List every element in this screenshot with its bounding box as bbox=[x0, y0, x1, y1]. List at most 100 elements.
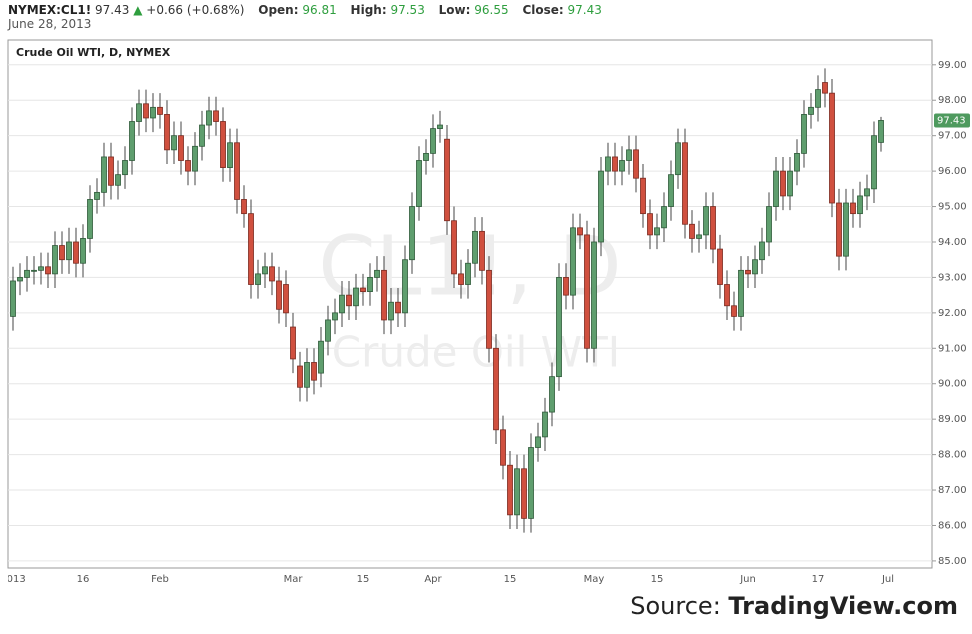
y-tick-label: 87.00 bbox=[938, 485, 967, 496]
candle-down bbox=[710, 206, 716, 250]
candle-up bbox=[318, 340, 324, 374]
candle-up bbox=[465, 262, 471, 285]
candle-up bbox=[857, 195, 863, 215]
candle-up bbox=[150, 106, 156, 119]
candle-up bbox=[374, 269, 380, 278]
candle-up bbox=[675, 142, 681, 176]
candle-down bbox=[45, 266, 51, 275]
candle-up bbox=[787, 170, 793, 197]
y-tick-label: 90.00 bbox=[938, 379, 967, 390]
candle-up bbox=[115, 174, 121, 186]
last-price: 97.43 bbox=[95, 3, 130, 17]
candle-up bbox=[80, 238, 86, 264]
candle-down bbox=[213, 110, 219, 122]
y-tick-label: 89.00 bbox=[938, 414, 967, 425]
low-label: Low: bbox=[438, 3, 471, 17]
watermark-name: Crude Oil WTI bbox=[332, 328, 620, 377]
y-tick-label: 93.00 bbox=[938, 272, 967, 283]
candle-down bbox=[500, 429, 506, 466]
y-tick-label: 94.00 bbox=[938, 237, 967, 248]
candle-down bbox=[360, 287, 366, 292]
candle-up bbox=[878, 120, 884, 143]
candle-down bbox=[346, 294, 352, 307]
candle-up bbox=[605, 156, 611, 172]
candle-up bbox=[87, 199, 93, 239]
candle-up bbox=[10, 280, 16, 317]
candle-up bbox=[227, 142, 233, 168]
x-tick-label: 15 bbox=[651, 574, 664, 585]
up-arrow: ▲ bbox=[133, 3, 143, 17]
high-value: 97.53 bbox=[390, 3, 425, 17]
candle-up bbox=[570, 227, 576, 296]
high-label: High: bbox=[350, 3, 387, 17]
candle-up bbox=[542, 411, 548, 438]
y-tick-label: 96.00 bbox=[938, 166, 967, 177]
candle-down bbox=[297, 365, 303, 388]
candle-down bbox=[822, 82, 828, 94]
candle-down bbox=[241, 199, 247, 215]
candle-down bbox=[451, 220, 457, 275]
candle-up bbox=[598, 170, 604, 243]
candle-up bbox=[31, 269, 37, 272]
y-tick-label: 95.00 bbox=[938, 202, 967, 213]
candle-down bbox=[836, 202, 842, 257]
candle-up bbox=[423, 152, 429, 161]
candle-up bbox=[304, 362, 310, 388]
candle-up bbox=[136, 103, 142, 122]
candle-up bbox=[773, 170, 779, 207]
candle-up bbox=[402, 259, 408, 314]
candle-down bbox=[444, 138, 450, 222]
symbol: NYMEX:CL1! bbox=[8, 3, 92, 17]
candle-up bbox=[871, 135, 877, 190]
candle-down bbox=[108, 156, 114, 186]
candle-down bbox=[185, 160, 191, 172]
source: Source: TradingView.com bbox=[630, 592, 958, 620]
open-value: 96.81 bbox=[302, 3, 337, 17]
date: June 28, 2013 bbox=[8, 17, 92, 31]
candle-up bbox=[192, 145, 198, 172]
candle-up bbox=[703, 206, 709, 236]
x-tick-label: 15 bbox=[357, 574, 370, 585]
candle-up bbox=[556, 277, 562, 378]
candle-down bbox=[829, 92, 835, 204]
candle-up bbox=[94, 191, 100, 200]
candle-up bbox=[367, 277, 373, 292]
candle-down bbox=[563, 277, 569, 296]
y-tick-label: 88.00 bbox=[938, 450, 967, 461]
candle-up bbox=[255, 273, 261, 285]
candle-down bbox=[143, 103, 149, 119]
y-tick-label: 92.00 bbox=[938, 308, 967, 319]
candle-down bbox=[850, 202, 856, 215]
x-tick-label: 15 bbox=[504, 574, 517, 585]
last-price-label: 97.43 bbox=[937, 115, 966, 126]
candle-down bbox=[689, 223, 695, 239]
candle-down bbox=[395, 301, 401, 314]
candle-up bbox=[766, 206, 772, 243]
candle-up bbox=[199, 124, 205, 147]
candle-up bbox=[843, 202, 849, 257]
x-labels: 2013 16 Feb Mar 15 Apr 15 May 15 Jun 17 Jul bbox=[0, 574, 894, 585]
candle-down bbox=[269, 266, 275, 282]
x-tick-label: Feb bbox=[151, 574, 169, 585]
candle-up bbox=[472, 230, 478, 264]
candle-down bbox=[164, 114, 170, 151]
x-tick-label: 2013 bbox=[0, 574, 25, 585]
candle-up bbox=[654, 227, 660, 236]
last-price-box bbox=[934, 113, 970, 128]
candle-up bbox=[122, 160, 128, 176]
candle-down bbox=[584, 234, 590, 349]
candle-up bbox=[206, 110, 212, 126]
candle-up bbox=[864, 188, 870, 197]
candle-up bbox=[815, 89, 821, 108]
candle-down bbox=[248, 213, 254, 285]
candle-up bbox=[353, 287, 359, 307]
candle-up bbox=[808, 106, 814, 115]
x-tick-label: 17 bbox=[812, 574, 825, 585]
x-tick-label: Apr bbox=[424, 574, 442, 585]
candle-down bbox=[234, 142, 240, 200]
candle-down bbox=[682, 142, 688, 225]
x-tick-label: 16 bbox=[77, 574, 90, 585]
candle-down bbox=[780, 170, 786, 197]
candle-up bbox=[339, 294, 345, 314]
